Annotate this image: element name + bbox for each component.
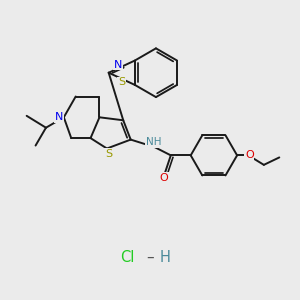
Text: O: O — [245, 150, 254, 160]
Text: O: O — [159, 173, 168, 183]
Text: NH: NH — [146, 137, 161, 147]
Text: N: N — [113, 59, 122, 70]
Text: Cl: Cl — [121, 250, 135, 265]
Text: S: S — [105, 148, 112, 159]
Text: H: H — [159, 250, 170, 265]
Text: N: N — [55, 112, 63, 122]
Text: –: – — [146, 250, 154, 265]
Text: S: S — [118, 77, 125, 87]
